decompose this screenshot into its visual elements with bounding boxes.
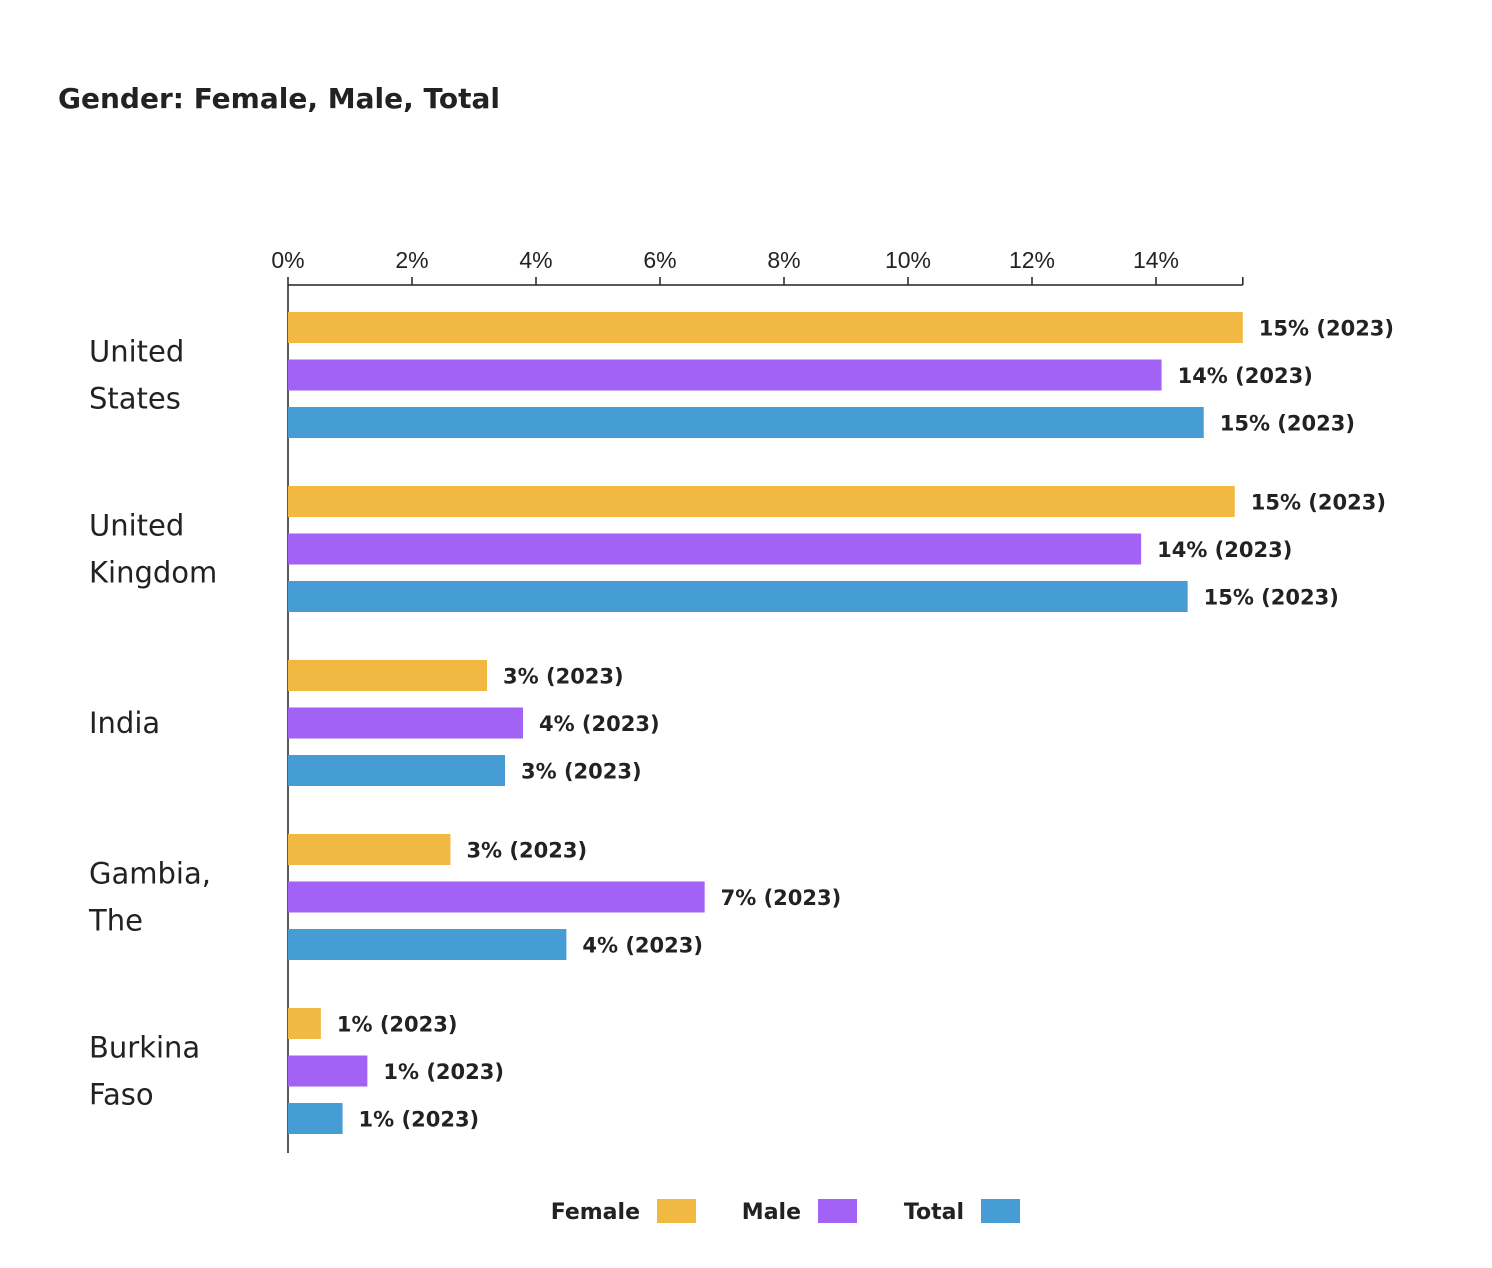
data-label: 3% (2023) (503, 665, 624, 689)
category-label-line: Faso (89, 1078, 154, 1112)
bars (288, 312, 1243, 1134)
x-tick-label: 0% (271, 247, 304, 273)
x-tick-label: 2% (395, 247, 428, 273)
bar-female (288, 1008, 321, 1039)
data-label: 3% (2023) (521, 760, 642, 784)
category-label: Gambia, The (88, 857, 211, 938)
data-label: 1% (2023) (383, 1060, 504, 1084)
x-tick-label: 14% (1133, 247, 1179, 273)
x-tick-label: 10% (885, 247, 931, 273)
data-label: 15% (2023) (1251, 491, 1386, 515)
legend-label-female: Female (551, 1200, 640, 1225)
data-label: 14% (2023) (1178, 364, 1313, 388)
bar-male (288, 881, 705, 913)
data-label: 15% (2023) (1204, 586, 1339, 610)
bar-female (288, 834, 451, 865)
data-label: 1% (2023) (337, 1013, 458, 1037)
category-label-line: United (89, 509, 184, 543)
data-label: 15% (2023) (1220, 412, 1355, 436)
data-label: 3% (2023) (466, 839, 587, 863)
bar-total (288, 929, 567, 960)
bar-total (288, 755, 505, 786)
category-label: India (89, 706, 160, 740)
category-label-line: India (89, 706, 160, 740)
legend-label-male: Male (742, 1200, 801, 1225)
bar-female (288, 312, 1243, 343)
bar-male (288, 1055, 368, 1087)
legend-label-total: Total (904, 1200, 964, 1225)
category-label: United Kingdom (89, 509, 217, 590)
x-tick-label: 4% (519, 247, 552, 273)
bar-female (288, 660, 488, 691)
category-label-line: Kingdom (89, 556, 217, 590)
bar-total (288, 407, 1204, 438)
legend-swatch-male (818, 1199, 857, 1223)
category-label: Burkina Faso (89, 1031, 200, 1112)
category-label: United States (89, 335, 184, 416)
x-tick-label: 8% (767, 247, 800, 273)
data-label: 7% (2023) (721, 886, 842, 910)
category-label-line: States (89, 382, 181, 416)
legend-swatch-total (981, 1199, 1020, 1223)
data-label: 4% (2023) (582, 934, 703, 958)
bar-male (288, 359, 1162, 391)
bar-total (288, 581, 1188, 612)
bar-total (288, 1103, 343, 1134)
bar-male (288, 707, 523, 739)
category-label-line: The (88, 904, 143, 938)
data-labels: 15% (2023) 14% (2023) 15% (2023) 15% (2023)… (337, 317, 1394, 1132)
data-label: 14% (2023) (1157, 538, 1292, 562)
x-tick-label: 6% (643, 247, 676, 273)
legend: Female Male Total (551, 1199, 1020, 1225)
chart-title: Gender: Female, Male, Total (58, 82, 500, 115)
category-labels: United States United Kingdom India Gambia, The… (88, 335, 217, 1112)
x-tick-label: 12% (1009, 247, 1055, 273)
category-label-line: Gambia, (89, 857, 211, 891)
bar-male (288, 533, 1142, 565)
legend-swatch-female (657, 1199, 696, 1223)
data-label: 4% (2023) (539, 712, 660, 736)
data-label: 15% (2023) (1259, 317, 1394, 341)
category-label-line: United (89, 335, 184, 369)
data-label: 1% (2023) (359, 1108, 480, 1132)
category-label-line: Burkina (89, 1031, 200, 1065)
bar-female (288, 486, 1235, 517)
